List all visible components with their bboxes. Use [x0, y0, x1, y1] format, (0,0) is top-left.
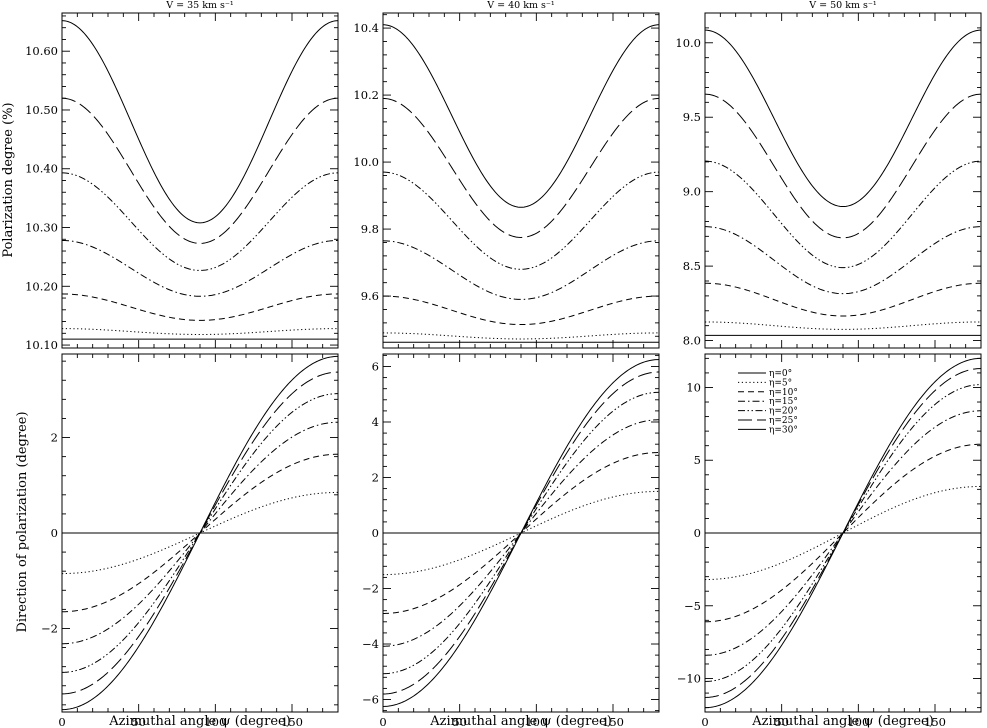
x-tick-label: 0 — [58, 715, 65, 728]
y-tick-label: 10.30 — [25, 221, 58, 235]
y-tick-label: 4 — [372, 415, 379, 429]
plot-frame — [61, 12, 339, 349]
y-tick-label: 9.5 — [683, 110, 701, 124]
series-line — [704, 384, 982, 682]
series-line — [382, 24, 660, 208]
legend-label: η=0° — [769, 369, 792, 379]
y-tick-label: 0 — [694, 526, 701, 540]
legend-label: η=10° — [769, 388, 798, 398]
panel-top-1: 10.10 10.20 10.30 10.40 10.50 10.60 V = 35 km … — [25, 0, 339, 352]
legend-label: η=15° — [769, 397, 798, 407]
x-tick-label: 50 — [452, 715, 467, 728]
x-tick-label: 0 — [701, 715, 708, 728]
panel-title: V = 50 km s⁻¹ — [808, 0, 877, 11]
series-line — [704, 485, 982, 581]
y-tick-label: 9.0 — [683, 185, 701, 199]
y-tick-label: 10.10 — [25, 338, 58, 352]
panel-title: V = 35 km s⁻¹ — [165, 0, 234, 11]
y-tick-label: −2 — [41, 621, 58, 635]
y-tick-label: 10.50 — [25, 103, 58, 117]
plot-frame — [61, 353, 339, 713]
series-line — [704, 321, 982, 330]
y-tick-label: 0 — [51, 526, 58, 540]
y-tick-label: 10 — [686, 380, 701, 394]
y-tick-label: −5 — [684, 599, 701, 613]
y-tick-label: −6 — [362, 693, 379, 707]
x-tick-label: 150 — [281, 715, 303, 728]
series-line — [704, 282, 982, 317]
x-tick-label: 100 — [204, 715, 226, 728]
series-line — [61, 97, 339, 244]
panel-top-3: 8.0 8.5 9.0 9.5 10.0 V = 50 km s⁻¹ — [675, 0, 982, 349]
y-tick-label: 10.4 — [353, 21, 379, 35]
y-tick-label: 10.60 — [25, 44, 58, 58]
series-line — [61, 172, 339, 271]
y-tick-label: 9.8 — [361, 222, 379, 236]
y-tick-label: 6 — [372, 359, 379, 373]
y-tick-label: 10.0 — [675, 36, 701, 50]
x-tick-label: 0 — [379, 715, 386, 728]
series-line — [61, 421, 339, 645]
series-line — [704, 93, 982, 239]
x-tick-label: 150 — [924, 715, 946, 728]
legend-label: η=5° — [769, 378, 792, 388]
plot-frame — [704, 12, 982, 349]
y-tick-label: 10.0 — [353, 155, 379, 169]
x-tick-label: 50 — [774, 715, 789, 728]
y-tick-label: 10.40 — [25, 162, 58, 176]
x-tick-label: 150 — [602, 715, 624, 728]
series-line — [383, 295, 659, 326]
series-line — [61, 355, 339, 711]
x-axis-title: Azimuthal angle ψ (degree) — [429, 714, 612, 728]
legend-label: η=30° — [769, 425, 798, 435]
plot-frame — [704, 353, 982, 713]
plot-frame — [382, 353, 660, 713]
y-tick-label: −4 — [362, 637, 379, 651]
series-line — [382, 97, 660, 238]
series-line — [704, 226, 982, 295]
series-line — [61, 20, 339, 224]
legend: η=0°η=5°η=10°η=15°η=20°η=25°η=30° — [738, 369, 798, 435]
ylabel-top: Polarization degree (%) — [1, 102, 16, 257]
series-line — [61, 239, 339, 297]
x-tick-label: 100 — [847, 715, 869, 728]
y-tick-label: 8.0 — [683, 334, 701, 348]
y-tick-label: 2 — [372, 470, 379, 484]
y-tick-label: 2 — [51, 431, 58, 445]
series-line — [382, 240, 660, 300]
y-tick-label: 0 — [372, 526, 379, 540]
x-tick-label: 50 — [131, 715, 146, 728]
series-line — [61, 293, 339, 321]
series-line — [704, 160, 982, 269]
y-tick-label: 8.5 — [683, 259, 701, 273]
x-tick-label: 100 — [525, 715, 547, 728]
y-tick-label: 10.2 — [353, 88, 379, 102]
series-line — [383, 332, 659, 340]
series-line — [704, 29, 982, 208]
legend-label: η=20° — [769, 407, 798, 417]
x-axis-title: Azimuthal angle ψ (degree) — [751, 714, 934, 728]
y-tick-label: 9.6 — [361, 289, 379, 303]
panel-title: V = 40 km s⁻¹ — [486, 0, 555, 11]
series-line — [382, 171, 660, 270]
y-tick-label: 10.20 — [25, 279, 58, 293]
series-line — [62, 328, 338, 335]
legend-label: η=25° — [769, 416, 798, 426]
series-line — [382, 359, 660, 707]
ylabel-bottom: Direction of polarization (degree) — [15, 411, 30, 632]
x-axis-title: Azimuthal angle ψ (degree) — [108, 714, 291, 728]
y-tick-label: −10 — [677, 672, 701, 686]
y-tick-label: −2 — [362, 582, 379, 596]
series-line — [704, 357, 982, 709]
panel-top-2: 9.6 9.8 10.0 10.2 10.4 V = 40 km s⁻¹ — [353, 0, 660, 349]
plot-frame — [382, 12, 660, 349]
y-tick-label: 5 — [694, 453, 701, 467]
